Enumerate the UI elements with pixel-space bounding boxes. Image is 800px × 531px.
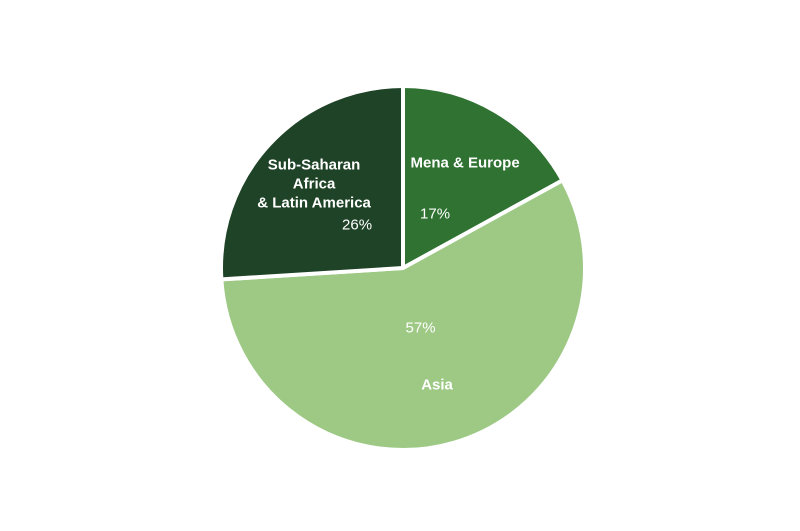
pie-slice bbox=[401, 84, 565, 270]
value-label: 17% bbox=[420, 205, 451, 223]
slice-label: Asia bbox=[421, 376, 453, 394]
value-label: 26% bbox=[342, 216, 373, 234]
pie-slice bbox=[219, 84, 405, 282]
slice-label: Sub-Saharan Africa & Latin America bbox=[257, 156, 371, 212]
slice-label: Mena & Europe bbox=[410, 154, 520, 172]
value-label: 57% bbox=[405, 319, 436, 337]
pie-slice bbox=[219, 178, 587, 452]
